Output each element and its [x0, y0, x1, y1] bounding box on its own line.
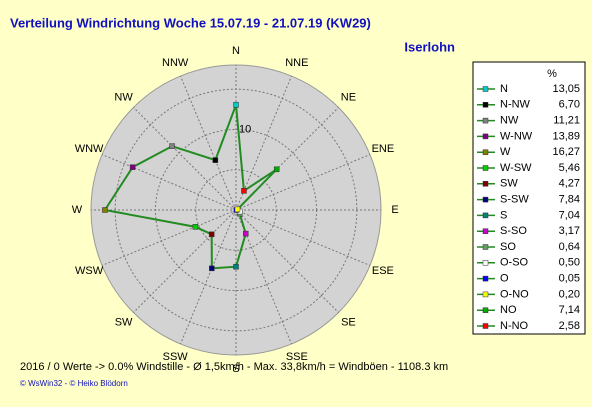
- legend-name: SW: [500, 178, 518, 190]
- legend-marker: [482, 244, 489, 250]
- spoke: [101, 209, 237, 266]
- direction-label: SW: [115, 316, 133, 328]
- legend-name: N-NO: [500, 320, 529, 332]
- chart-title: Verteilung Windrichtung Woche 15.07.19 -…: [10, 15, 371, 30]
- location: Iserlohn: [404, 39, 455, 54]
- marker: [243, 230, 249, 237]
- marker: [212, 157, 219, 163]
- spoke: [235, 75, 292, 211]
- legend-name: O-NO: [500, 288, 529, 300]
- legend-name: S: [500, 209, 507, 221]
- direction-label: ESE: [372, 265, 394, 277]
- credit: © WsWin32 - © Heiko Blödorn: [20, 379, 128, 388]
- legend-marker: [482, 149, 489, 155]
- direction-label: NE: [341, 91, 356, 103]
- marker: [209, 265, 215, 272]
- marker: [273, 166, 280, 173]
- legend-name: O-SO: [500, 257, 529, 269]
- legend-marker: [482, 323, 489, 329]
- legend-value: 3,17: [559, 225, 580, 237]
- legend-name: SO: [500, 241, 516, 253]
- marker: [241, 188, 247, 194]
- direction-label: ENE: [372, 143, 395, 155]
- legend-marker: [482, 228, 489, 234]
- legend-value: 0,50: [559, 257, 580, 269]
- legend-value: 13,05: [552, 83, 580, 95]
- legend-name: O: [500, 273, 509, 285]
- legend-name: W-NW: [500, 130, 533, 142]
- marker: [129, 164, 136, 170]
- marker: [233, 102, 239, 108]
- direction-label: NW: [114, 91, 133, 103]
- legend-name: W-SW: [500, 162, 532, 174]
- legend-value: 7,04: [559, 209, 580, 221]
- legend-name: S-SO: [500, 225, 527, 237]
- direction-label: SSW: [163, 351, 189, 363]
- spoke: [133, 107, 237, 211]
- legend-name: W: [500, 146, 511, 158]
- legend-marker: [482, 275, 489, 282]
- direction-label: SE: [341, 316, 356, 328]
- legend-marker: [482, 102, 489, 108]
- r-tick-label: 10: [239, 123, 251, 135]
- marker: [102, 207, 108, 213]
- direction-label: W: [72, 204, 83, 216]
- legend-marker: [482, 260, 489, 266]
- direction-label: NNE: [285, 57, 308, 69]
- direction-label: NNW: [162, 57, 189, 69]
- direction-label: E: [391, 204, 398, 216]
- legend-value: 6,70: [559, 99, 580, 111]
- legend-value: 0,20: [559, 288, 580, 300]
- legend-name: NW: [500, 115, 519, 127]
- legend-value: 7,84: [559, 194, 580, 206]
- marker: [192, 224, 199, 230]
- legend-marker: [482, 196, 489, 203]
- legend-value: 16,27: [552, 146, 580, 158]
- spoke: [101, 154, 237, 211]
- legend-marker: [482, 212, 489, 219]
- marker: [208, 231, 215, 238]
- direction-label: WNW: [75, 143, 104, 155]
- legend-marker: [482, 307, 489, 313]
- legend-value: 13,89: [552, 130, 580, 142]
- legend-value: 0,64: [559, 241, 580, 253]
- legend-marker: [482, 117, 489, 124]
- direction-label: WSW: [75, 265, 104, 277]
- legend-value: 7,14: [559, 304, 580, 316]
- legend-name: S-SW: [500, 194, 529, 206]
- spoke: [235, 209, 371, 266]
- legend-value: 0,05: [559, 273, 580, 285]
- legend-name: N: [500, 83, 508, 95]
- legend-marker: [482, 86, 489, 92]
- spoke: [235, 154, 371, 211]
- legend-marker: [482, 291, 489, 298]
- marker: [234, 206, 241, 213]
- legend-marker: [482, 181, 489, 187]
- spoke: [133, 209, 237, 313]
- legend-name: N-NW: [500, 99, 531, 111]
- marker: [169, 143, 175, 149]
- direction-label: N: [232, 45, 240, 57]
- legend-box: [472, 61, 586, 335]
- legend-value: 4,27: [559, 178, 580, 190]
- spoke: [180, 209, 237, 345]
- spoke: [180, 75, 237, 211]
- legend-value: 5,46: [559, 162, 580, 174]
- legend-value: 2,58: [559, 320, 580, 332]
- legend-header: %: [547, 68, 557, 80]
- legend-value: 11,21: [553, 115, 580, 127]
- direction-label: SSE: [286, 351, 308, 363]
- spoke: [235, 209, 339, 313]
- legend-name: NO: [500, 304, 517, 316]
- direction-label: S: [232, 363, 239, 375]
- marker: [233, 263, 239, 270]
- legend-marker: [482, 165, 489, 171]
- legend-marker: [482, 133, 489, 140]
- footer: 2016 / 0 Werte -> 0.0% Windstille - Ø 1,…: [20, 361, 448, 373]
